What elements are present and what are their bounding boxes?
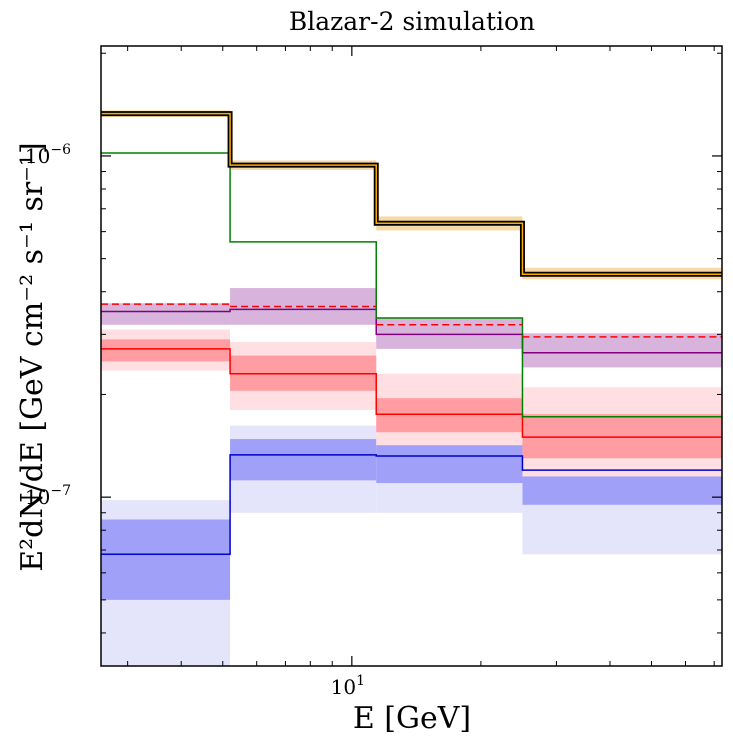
x-tick-label-base: 10 <box>331 675 356 699</box>
blue-step-line <box>101 454 722 556</box>
chart-title: Blazar-2 simulation <box>289 7 535 36</box>
axes-frame <box>100 45 723 667</box>
red-band-inner-bin-0 <box>101 339 231 362</box>
y-tick-label: 10−6 <box>25 142 71 168</box>
total-step-line-outer <box>101 111 722 277</box>
red-band-inner-bin-2 <box>376 398 523 433</box>
blue-band-inner-bin-1 <box>230 439 377 481</box>
x-axis-label: E [GeV] <box>353 701 471 736</box>
red-step-line <box>101 348 722 438</box>
x-tick-label: 101 <box>331 673 365 699</box>
purple-band-inner-bin-2 <box>376 324 523 342</box>
purple-band-inner-bin-3 <box>522 341 722 362</box>
y-tick-label-exponent: −7 <box>50 483 71 499</box>
total-step-line-inner <box>101 112 722 276</box>
blue-band-inner-bin-0 <box>101 519 231 600</box>
green-step-line <box>101 152 722 418</box>
y-tick-label-exponent: −6 <box>50 142 71 158</box>
plot-area <box>101 110 722 666</box>
blue-band-inner-bin-2 <box>376 439 523 484</box>
x-tick-label-exponent: 1 <box>356 673 365 689</box>
red-band-inner-bin-3 <box>522 414 722 459</box>
plot-content <box>101 110 722 666</box>
y-tick-label: 10−7 <box>25 483 71 509</box>
y-tick-label-base: 10 <box>25 485 50 509</box>
y-tick-label-base: 10 <box>25 144 50 168</box>
y-axis-label: E²dN/dE [GeV cm⁻² s⁻¹ sr⁻¹] <box>15 142 50 572</box>
